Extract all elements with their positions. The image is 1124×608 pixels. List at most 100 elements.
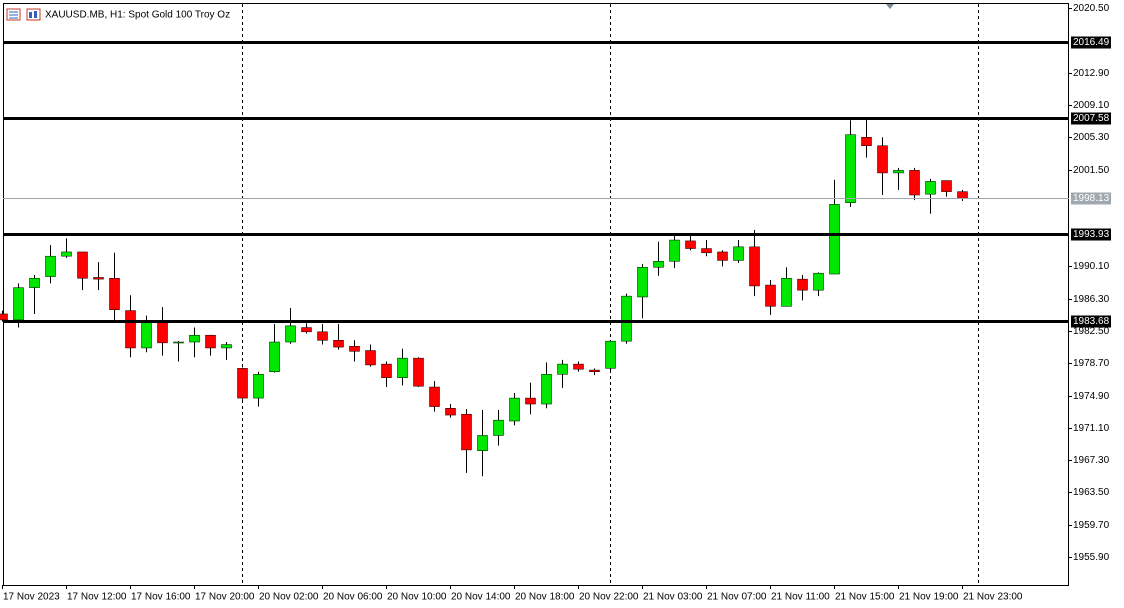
- y-tick-label: 1974.90: [1073, 391, 1110, 402]
- y-tick-label: 2001.50: [1073, 165, 1110, 176]
- y-tick-label: 2009.10: [1073, 100, 1110, 111]
- x-tick-label: 17 Nov 20:00: [195, 592, 255, 603]
- candle-body: [173, 341, 184, 344]
- y-tick-label: 1986.30: [1073, 294, 1110, 305]
- level-label: 2016.49: [1073, 37, 1110, 48]
- x-tick-label: 20 Nov 06:00: [323, 592, 383, 603]
- y-tick-label: 1959.70: [1073, 520, 1110, 531]
- candle-body: [925, 181, 936, 195]
- candle-body: [301, 327, 312, 333]
- y-tick-label: 2020.50: [1073, 3, 1110, 14]
- y-tick-label: 1971.10: [1073, 423, 1110, 434]
- candle-body: [461, 413, 472, 451]
- x-tick-label: 21 Nov 11:00: [771, 592, 830, 603]
- candle-body: [701, 248, 712, 254]
- x-tick-label: 21 Nov 19:00: [899, 592, 959, 603]
- candle-body: [861, 136, 872, 146]
- menu-icon[interactable]: [6, 8, 21, 21]
- candle-body: [477, 435, 488, 452]
- candle-body: [765, 284, 776, 307]
- candle-body: [253, 374, 264, 399]
- y-tick-label: 1967.30: [1073, 455, 1110, 466]
- level-label: 1983.68: [1073, 316, 1110, 327]
- candle-body: [77, 251, 88, 279]
- candle-body: [93, 277, 104, 280]
- candle-body: [365, 350, 376, 366]
- candle-body: [157, 320, 168, 344]
- candle-body: [653, 261, 664, 268]
- y-tick-label: 1978.70: [1073, 358, 1110, 369]
- candle-body: [333, 340, 344, 348]
- x-tick-label: 17 Nov 2023: [3, 592, 60, 603]
- shift-marker[interactable]: [886, 4, 894, 9]
- candle-body: [541, 374, 552, 405]
- candle-body: [557, 363, 568, 375]
- candle-body: [397, 357, 408, 378]
- candle-body: [637, 266, 648, 298]
- level-box: [1071, 315, 1111, 328]
- candle-body: [509, 397, 520, 422]
- candle-body: [413, 357, 424, 387]
- candle-body: [317, 331, 328, 341]
- x-tick-label: 20 Nov 22:00: [579, 592, 639, 603]
- candle-body: [0, 313, 8, 321]
- candle-body: [29, 278, 40, 288]
- x-tick-label: 20 Nov 18:00: [515, 592, 575, 603]
- candle-body: [61, 251, 72, 257]
- candle-body: [877, 145, 888, 174]
- level-label: 1993.93: [1073, 229, 1110, 240]
- candle-body: [429, 386, 440, 407]
- x-tick-label: 20 Nov 14:00: [451, 592, 511, 603]
- candle-body: [109, 278, 120, 310]
- candle-body: [909, 170, 920, 196]
- candle-body: [781, 278, 792, 307]
- candle-body: [269, 341, 280, 372]
- candle-body: [381, 363, 392, 378]
- y-tick-label: 1982.50: [1073, 326, 1110, 337]
- candle-body: [445, 408, 456, 416]
- y-tick-label: 1990.10: [1073, 261, 1110, 272]
- candle-body: [589, 369, 600, 372]
- candle-body: [733, 246, 744, 261]
- level-label: 2007.58: [1073, 113, 1110, 124]
- x-tick-label: 17 Nov 12:00: [67, 592, 127, 603]
- candle-body: [605, 340, 616, 369]
- candle-body: [205, 334, 216, 349]
- y-tick-label: 2012.90: [1073, 68, 1110, 79]
- x-tick-label: 21 Nov 23:00: [963, 592, 1023, 603]
- candle-body: [749, 246, 760, 287]
- x-tick-label: 17 Nov 16:00: [131, 592, 191, 603]
- current-price-label: 1998.13: [1073, 193, 1110, 204]
- candle-body: [893, 170, 904, 174]
- candle-body: [221, 344, 232, 349]
- y-tick-label: 1963.50: [1073, 487, 1110, 498]
- candle-body: [845, 134, 856, 203]
- candle-body: [829, 204, 840, 275]
- x-tick-label: 21 Nov 07:00: [707, 592, 767, 603]
- candle-body: [285, 325, 296, 343]
- candle-body: [797, 278, 808, 291]
- candle-body: [13, 287, 24, 321]
- candle-body: [669, 239, 680, 262]
- candle-body: [813, 272, 824, 291]
- candle-body: [941, 180, 952, 192]
- level-box: [1071, 112, 1111, 125]
- y-tick-label: 2005.30: [1073, 132, 1110, 143]
- x-tick-label: 21 Nov 15:00: [835, 592, 895, 603]
- level-box: [1071, 228, 1111, 241]
- icon-frame: [26, 8, 41, 21]
- current-price-box: [1071, 192, 1111, 205]
- candle-body: [525, 397, 536, 405]
- x-tick-label: 20 Nov 10:00: [387, 592, 447, 603]
- candle-body: [573, 363, 584, 370]
- candle-body: [717, 251, 728, 261]
- candle-body: [237, 368, 248, 399]
- level-box: [1071, 36, 1111, 49]
- candle-body: [125, 310, 136, 349]
- chart-icon[interactable]: [26, 8, 41, 21]
- x-tick-label: 21 Nov 03:00: [643, 592, 703, 603]
- candle-body: [957, 191, 968, 199]
